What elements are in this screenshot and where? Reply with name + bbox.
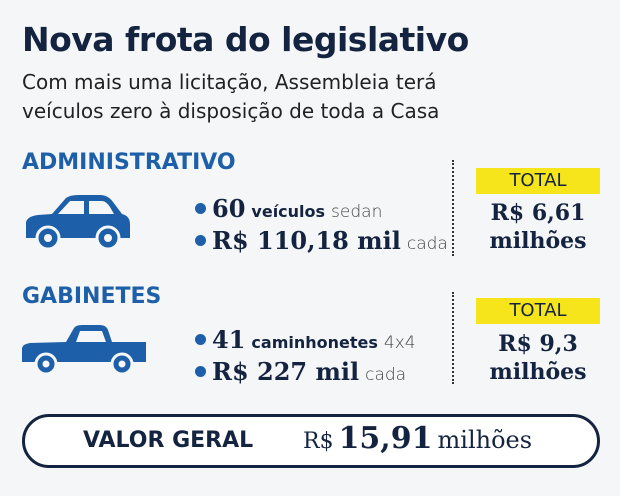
item-detail: cada <box>365 365 407 385</box>
section-heading: GABINETES <box>22 284 162 309</box>
item-number: R$ 227 mil <box>212 357 360 386</box>
divider <box>452 160 454 256</box>
footer-total: R$ 15,91 milhões <box>303 421 532 456</box>
total-value: R$ 9,3 <box>498 331 578 357</box>
item: R$ 110,18 mil cada <box>195 226 448 255</box>
footer-currency: R$ <box>303 429 334 454</box>
subtitle: veículos zero à disposição de toda a Cas… <box>22 99 440 123</box>
car-icon <box>26 195 130 250</box>
title: Nova frota do legislativo <box>22 20 469 59</box>
item-unit: veículos <box>251 202 326 221</box>
total-unit: milhões <box>489 359 587 385</box>
item: R$ 227 mil cada <box>195 357 406 386</box>
item-detail: sedan <box>331 202 383 222</box>
item: 41 caminhonetes 4x4 <box>195 325 416 354</box>
item-number: 41 <box>212 325 246 354</box>
footer-label: VALOR GERAL <box>83 428 254 453</box>
item: 60 veículos sedan <box>195 194 382 223</box>
item-number: R$ 110,18 mil <box>212 226 401 255</box>
divider <box>452 292 454 384</box>
total-label: TOTAL <box>476 168 600 194</box>
footer-unit: milhões <box>437 426 533 454</box>
item-unit: caminhonetes <box>251 333 378 352</box>
item-number: 60 <box>212 194 246 223</box>
total-value: R$ 6,61 <box>490 200 586 226</box>
total-unit: milhões <box>489 228 587 254</box>
subtitle: Com mais uma licitação, Assembleia terá <box>22 70 437 94</box>
item-detail: cada <box>406 234 448 254</box>
item-detail: 4x4 <box>383 333 416 353</box>
section-heading: ADMINISTRATIVO <box>22 150 236 175</box>
footer-amount: 15,91 <box>338 421 433 456</box>
pickup-icon <box>22 325 146 376</box>
total-label: TOTAL <box>476 298 600 324</box>
footer-box: VALOR GERAL R$ 15,91 milhões <box>22 414 600 468</box>
